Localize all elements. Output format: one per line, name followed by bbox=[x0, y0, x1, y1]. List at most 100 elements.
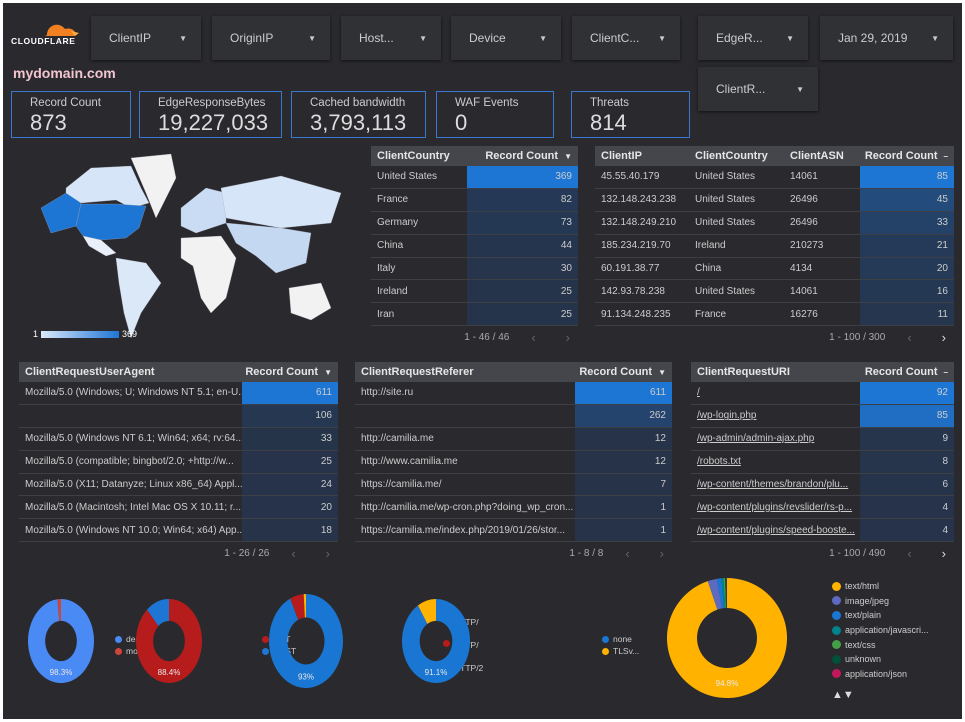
legend-item[interactable]: HTTP/2 bbox=[443, 663, 483, 673]
legend-item[interactable]: none bbox=[602, 633, 732, 645]
filter-dropdown[interactable]: OriginIP ▼ bbox=[212, 16, 330, 60]
prev-page-icon[interactable]: ‹ bbox=[907, 546, 912, 562]
filter-dropdown[interactable]: ClientR... ▼ bbox=[698, 67, 818, 111]
donut-slice[interactable] bbox=[57, 599, 61, 621]
sort-icon[interactable]: – bbox=[943, 367, 948, 377]
table-row[interactable]: Ireland 25 bbox=[371, 280, 578, 304]
sort-icon[interactable]: – bbox=[943, 151, 948, 161]
uri-link[interactable]: /wp-admin/admin-ajax.php bbox=[697, 433, 815, 445]
table-row[interactable]: http://www.camilia.me 12 bbox=[355, 450, 672, 474]
sort-icon[interactable]: ▼ bbox=[324, 367, 332, 377]
legend-item[interactable]: deskt... bbox=[115, 633, 245, 645]
filter-dropdown[interactable]: ClientIP ▼ bbox=[91, 16, 201, 60]
table-row[interactable]: https://camilia.me/7 bbox=[355, 473, 672, 497]
sort-icon[interactable]: ▼ bbox=[658, 367, 666, 377]
table-row[interactable]: 106 bbox=[19, 404, 338, 428]
column-header[interactable]: Record Count ▼ bbox=[575, 362, 672, 382]
column-header[interactable]: ClientRequestURI bbox=[691, 362, 860, 382]
prev-page-icon[interactable]: ‹ bbox=[625, 546, 630, 562]
donut-slice[interactable] bbox=[27, 599, 94, 683]
table-row[interactable]: /wp-login.php 85 bbox=[691, 404, 954, 428]
sort-icon[interactable]: ▼ bbox=[564, 151, 572, 161]
table-row[interactable]: 91.134.248.235 France 16276 11 bbox=[595, 303, 954, 327]
legend-item[interactable]: text/html bbox=[832, 579, 962, 594]
table-row[interactable]: http://site.ru 611 bbox=[355, 382, 672, 405]
next-page-icon[interactable]: › bbox=[565, 330, 570, 346]
legend-item[interactable]: HTTP/ 1.0 bbox=[443, 640, 479, 660]
column-header[interactable]: Record Count – bbox=[860, 362, 954, 382]
table-row[interactable]: /wp-content/themes/brandon/plu... 6 bbox=[691, 473, 954, 497]
table-row[interactable]: /wp-content/plugins/revslider/rs-p... 4 bbox=[691, 496, 954, 520]
column-header[interactable]: ClientIP bbox=[595, 146, 689, 166]
column-header[interactable]: ClientCountry bbox=[689, 146, 784, 166]
table-row[interactable]: Mozilla/5.0 (Windows NT 6.1; Win64; x64;… bbox=[19, 427, 338, 451]
prev-page-icon[interactable]: ‹ bbox=[531, 330, 536, 346]
table-row[interactable]: /robots.txt 8 bbox=[691, 450, 954, 474]
filter-dropdown[interactable]: Device ▼ bbox=[451, 16, 561, 60]
legend-item[interactable]: application/javascri... bbox=[832, 623, 962, 638]
table-row[interactable]: http://camilia.me 12 bbox=[355, 427, 672, 451]
table-row[interactable]: Iran 25 bbox=[371, 303, 578, 327]
table-row[interactable]: Mozilla/5.0 (compatible; bingbot/2.0; +h… bbox=[19, 450, 338, 474]
table-row[interactable]: 142.93.78.238 United States 14061 16 bbox=[595, 280, 954, 304]
table-row[interactable]: /wp-content/plugins/speed-booste... 4 bbox=[691, 519, 954, 543]
donut-slice[interactable] bbox=[147, 599, 169, 626]
legend-item[interactable]: text/css bbox=[832, 637, 962, 652]
uri-link[interactable]: /wp-login.php bbox=[697, 410, 757, 422]
donut-slice[interactable] bbox=[721, 578, 726, 609]
table-row[interactable]: Mozilla/5.0 (Windows; U; Windows NT 5.1;… bbox=[19, 382, 338, 405]
donut-slice[interactable] bbox=[725, 578, 727, 609]
next-page-icon[interactable]: › bbox=[941, 546, 946, 562]
column-header[interactable]: ClientRequestReferer bbox=[355, 362, 575, 382]
table-row[interactable]: Italy 30 bbox=[371, 257, 578, 281]
legend-page-arrows[interactable]: ▲▼ bbox=[832, 689, 854, 702]
legend-item[interactable]: unknown bbox=[832, 652, 962, 667]
prev-page-icon[interactable]: ‹ bbox=[907, 330, 912, 346]
uri-link[interactable]: / bbox=[697, 387, 700, 399]
column-header[interactable]: Record Count ▼ bbox=[467, 146, 578, 166]
column-header[interactable]: ClientRequestUserAgent bbox=[19, 362, 242, 382]
uri-link[interactable]: /wp-content/plugins/speed-booste... bbox=[697, 524, 855, 536]
table-row[interactable]: Germany 73 bbox=[371, 211, 578, 235]
table-row[interactable]: 132.148.249.210 United States 26496 33 bbox=[595, 211, 954, 235]
table-row[interactable]: Mozilla/5.0 (X11; Datanyze; Linux x86_64… bbox=[19, 473, 338, 497]
world-map[interactable]: 1 369 bbox=[21, 148, 351, 339]
filter-dropdown[interactable]: ClientC... ▼ bbox=[572, 16, 680, 60]
filter-dropdown[interactable]: Jan 29, 2019 ▼ bbox=[820, 16, 953, 60]
uri-link[interactable]: /wp-content/themes/brandon/plu... bbox=[697, 479, 849, 490]
table-row[interactable]: /wp-admin/admin-ajax.php 9 bbox=[691, 427, 954, 451]
donut-slice[interactable] bbox=[707, 578, 722, 610]
table-row[interactable]: Mozilla/5.0 (Macintosh; Intel Mac OS X 1… bbox=[19, 496, 338, 520]
donut-slice[interactable] bbox=[723, 578, 727, 609]
donut-slice[interactable] bbox=[303, 594, 306, 618]
table-row[interactable]: https://camilia.me/index.php/2019/01/26/… bbox=[355, 519, 672, 543]
table-row[interactable]: United States 369 bbox=[371, 166, 578, 189]
table-row[interactable]: 262 bbox=[355, 404, 672, 428]
table-row[interactable]: 45.55.40.179 United States 14061 85 bbox=[595, 166, 954, 189]
next-page-icon[interactable]: › bbox=[659, 546, 664, 562]
column-header[interactable]: ClientCountry bbox=[371, 146, 467, 166]
next-page-icon[interactable]: › bbox=[325, 546, 330, 562]
table-row[interactable]: http://camilia.me/wp-cron.php?doing_wp_c… bbox=[355, 496, 672, 520]
legend-item[interactable]: image/jpeg bbox=[832, 594, 962, 609]
legend-item[interactable]: GET bbox=[262, 633, 392, 645]
column-header[interactable]: Record Count ▼ bbox=[242, 362, 338, 382]
filter-dropdown[interactable]: Host... ▼ bbox=[341, 16, 441, 60]
table-row[interactable]: 60.191.38.77 China 4134 20 bbox=[595, 257, 954, 281]
table-row[interactable]: China 44 bbox=[371, 234, 578, 258]
next-page-icon[interactable]: › bbox=[941, 330, 946, 346]
legend-item[interactable]: mobile bbox=[115, 645, 245, 657]
donut-slice[interactable] bbox=[290, 594, 305, 620]
legend-item[interactable]: text/plain bbox=[832, 608, 962, 623]
column-header[interactable]: ClientASN bbox=[784, 146, 860, 166]
legend-item[interactable]: POST bbox=[262, 645, 392, 657]
uri-link[interactable]: /wp-content/plugins/revslider/rs-p... bbox=[697, 501, 853, 513]
legend-item[interactable]: TLSv... bbox=[602, 645, 732, 657]
donut-slice[interactable] bbox=[417, 599, 436, 624]
table-row[interactable]: 185.234.219.70 Ireland 210273 21 bbox=[595, 234, 954, 258]
column-header[interactable]: Record Count – bbox=[860, 146, 954, 166]
legend-item[interactable]: HTTP/ 1.1 bbox=[443, 617, 479, 637]
prev-page-icon[interactable]: ‹ bbox=[291, 546, 296, 562]
donut-slice[interactable] bbox=[716, 578, 725, 609]
table-row[interactable]: 132.148.243.238 United States 26496 45 bbox=[595, 188, 954, 212]
